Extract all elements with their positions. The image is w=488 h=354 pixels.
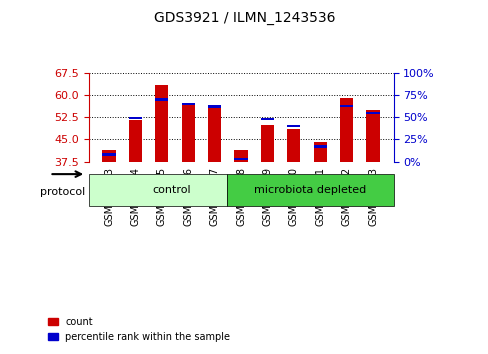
Bar <box>181 105 194 162</box>
Bar <box>207 108 221 162</box>
Bar <box>313 142 326 162</box>
Text: microbiota depleted: microbiota depleted <box>254 185 366 195</box>
FancyBboxPatch shape <box>227 174 393 206</box>
Bar <box>181 103 194 105</box>
Bar <box>339 98 352 162</box>
Bar <box>286 129 300 162</box>
Bar <box>129 120 142 162</box>
Bar <box>234 158 247 160</box>
Text: control: control <box>152 185 191 195</box>
Bar <box>102 150 116 162</box>
Bar <box>207 105 221 108</box>
Bar <box>366 110 379 162</box>
Bar <box>129 117 142 119</box>
FancyBboxPatch shape <box>88 174 227 206</box>
Bar <box>155 98 168 101</box>
Text: protocol: protocol <box>40 187 85 197</box>
Bar <box>102 153 116 156</box>
Bar <box>234 150 247 162</box>
Bar <box>366 112 379 114</box>
Bar <box>260 118 273 120</box>
Legend: count, percentile rank within the sample: count, percentile rank within the sample <box>44 313 234 346</box>
Bar <box>313 145 326 148</box>
Bar <box>260 125 273 162</box>
Text: GDS3921 / ILMN_1243536: GDS3921 / ILMN_1243536 <box>153 11 335 25</box>
Bar <box>286 125 300 127</box>
Bar <box>155 85 168 162</box>
Bar <box>339 104 352 107</box>
